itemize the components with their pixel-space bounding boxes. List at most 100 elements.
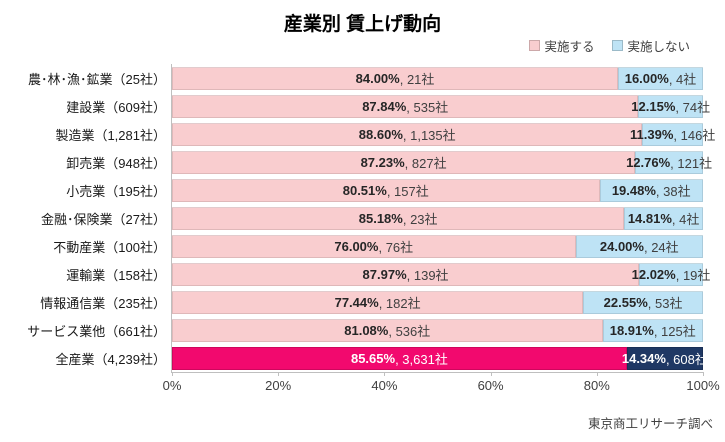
bar-track: 85.18%, 23社 14.81%, 4社 — [172, 206, 703, 230]
chart-row: 運輸業（158社） 87.97%, 139社 12.02%, 19社 — [8, 260, 711, 288]
chart-row: 全産業（4,239社） 85.65%, 3,631社 14.34%, 608社 — [8, 344, 711, 372]
segment-percent: 14.81% — [627, 210, 672, 226]
segment-count: , 139社 — [406, 267, 449, 283]
chart-row: 農･林･漁･鉱業（25社） 84.00%, 21社 16.00%, 4社 — [8, 64, 711, 92]
segment-count: , 121社 — [670, 155, 713, 171]
y-axis-line — [171, 64, 172, 372]
category-label: 製造業（1,281社） — [55, 127, 166, 143]
no-swatch-icon — [612, 40, 624, 51]
category-label: サービス業他（661社） — [27, 323, 166, 339]
segment-percent: 12.15% — [631, 98, 676, 114]
chart-row: 不動産業（100社） 76.00%, 76社 24.00%, 24社 — [8, 232, 711, 260]
bar-segment-not-implement: 14.34%, 608社 — [622, 346, 708, 370]
category-label: 卸売業（948社） — [66, 155, 166, 171]
category-label: 建設業（609社） — [66, 99, 166, 115]
bar-segment-implement: 85.65%, 3,631社 — [172, 346, 627, 370]
segment-count: , 608社 — [665, 351, 708, 367]
source-note: 東京商工リサーチ調べ — [587, 417, 713, 431]
bar-segment-implement: 88.60%, 1,135社 — [172, 122, 643, 146]
bar-track: 87.97%, 139社 12.02%, 19社 — [172, 262, 710, 286]
bar-segment-implement: 87.97%, 139社 — [172, 262, 640, 286]
legend-item: 実施しない — [612, 36, 690, 55]
segment-count: , 21社 — [399, 71, 435, 87]
segment-count: , 23社 — [402, 211, 438, 227]
x-tick-mark — [278, 372, 280, 376]
bar-segment-implement: 85.18%, 23社 — [172, 206, 625, 230]
bar-segment-not-implement: 19.48%, 38社 — [599, 178, 703, 202]
segment-count: , 827社 — [404, 155, 447, 171]
segment-count: , 4社 — [668, 71, 697, 87]
chart-row: 情報通信業（235社） 77.44%, 182社 22.55%, 53社 — [8, 288, 711, 316]
segment-percent: 80.51% — [342, 182, 387, 198]
segment-count: , 76社 — [378, 239, 414, 255]
bar-segment-not-implement: 12.76%, 121社 — [626, 150, 712, 174]
legend: 実施する 実施しない — [529, 36, 690, 55]
segment-count: , 3,631社 — [395, 351, 448, 367]
segment-percent: 22.55% — [603, 294, 648, 310]
bar-segment-implement: 80.51%, 157社 — [172, 178, 600, 202]
chart-title: 産業別 賃上げ動向 — [283, 14, 442, 35]
bar-segment-implement: 87.23%, 827社 — [172, 150, 636, 174]
segment-count: , 1,135社 — [402, 127, 456, 143]
segment-percent: 24.00% — [599, 238, 644, 254]
category-label: 農･林･漁･鉱業（25社） — [28, 71, 166, 87]
x-tick-mark — [703, 372, 704, 376]
bar-track: 77.44%, 182社 22.55%, 53社 — [172, 290, 703, 314]
segment-count: , 146社 — [673, 127, 716, 143]
x-tick-label: 60% — [477, 378, 504, 393]
bar-segment-not-implement: 11.39%, 146社 — [630, 122, 715, 146]
segment-percent: 87.84% — [362, 98, 407, 114]
segment-percent: 16.00% — [624, 70, 669, 86]
bar-track: 76.00%, 76社 24.00%, 24社 — [172, 234, 703, 258]
x-tick-mark — [172, 372, 173, 376]
segment-percent: 11.39% — [630, 126, 674, 142]
bar-segment-not-implement: 12.02%, 19社 — [632, 262, 710, 286]
segment-percent: 12.76% — [626, 154, 671, 170]
category-label: 情報通信業（235社） — [40, 295, 166, 311]
segment-percent: 12.02% — [631, 266, 676, 282]
x-tick-label: 80% — [583, 378, 610, 393]
segment-percent: 14.34% — [621, 350, 666, 366]
bar-segment-implement: 81.08%, 536社 — [172, 318, 603, 342]
bar-track: 85.65%, 3,631社 14.34%, 608社 — [172, 346, 708, 370]
segment-percent: 18.91% — [609, 322, 654, 338]
category-label: 全産業（4,239社） — [55, 351, 166, 367]
bar-segment-implement: 87.84%, 535社 — [172, 94, 639, 118]
x-axis: 0% 20% 40% 60% 80% 100% — [163, 372, 720, 396]
bar-segment-implement: 84.00%, 21社 — [172, 66, 619, 90]
segment-count: , 24社 — [643, 239, 679, 255]
legend-item: 実施する — [529, 36, 594, 55]
bar-segment-not-implement: 24.00%, 24社 — [575, 234, 703, 258]
x-tick-label: 100% — [686, 378, 720, 393]
segment-percent: 85.18% — [358, 210, 403, 226]
legend-label: 実施する — [544, 40, 595, 54]
bar-track: 84.00%, 21社 16.00%, 4社 — [172, 66, 703, 90]
segment-percent: 85.65% — [350, 350, 396, 366]
chart-row: 金融･保険業（27社） 85.18%, 23社 14.81%, 4社 — [8, 204, 711, 232]
segment-percent: 81.08% — [344, 322, 389, 338]
bar-segment-not-implement: 16.00%, 4社 — [618, 66, 703, 90]
yes-swatch-icon — [529, 40, 541, 51]
x-tick-mark — [490, 372, 492, 376]
bar-track: 81.08%, 536社 18.91%, 125社 — [172, 318, 703, 342]
segment-count: , 535社 — [406, 99, 449, 115]
chart-row: 建設業（609社） 87.84%, 535社 12.15%, 74社 — [8, 92, 711, 120]
segment-count: , 125社 — [653, 323, 696, 339]
category-label: 運輸業（158社） — [66, 267, 166, 283]
segment-percent: 87.23% — [360, 154, 405, 170]
bar-segment-not-implement: 22.55%, 53社 — [583, 290, 703, 314]
bar-chart: 農･林･漁･鉱業（25社） 84.00%, 21社 16.00%, 4社 建設業… — [8, 64, 715, 372]
x-tick-mark — [384, 372, 386, 376]
segment-percent: 84.00% — [355, 70, 400, 86]
bar-track: 87.23%, 827社 12.76%, 121社 — [172, 150, 712, 174]
x-axis-line — [171, 372, 703, 373]
bar-segment-not-implement: 12.15%, 74社 — [631, 94, 710, 118]
segment-percent: 88.60% — [358, 126, 403, 142]
segment-percent: 77.44% — [334, 294, 379, 310]
segment-count: , 53社 — [647, 295, 683, 311]
x-tick-mark — [596, 372, 598, 376]
chart-row: 小売業（195社） 80.51%, 157社 19.48%, 38社 — [8, 176, 711, 204]
bar-track: 87.84%, 535社 12.15%, 74社 — [172, 94, 710, 118]
segment-percent: 87.97% — [362, 266, 407, 282]
